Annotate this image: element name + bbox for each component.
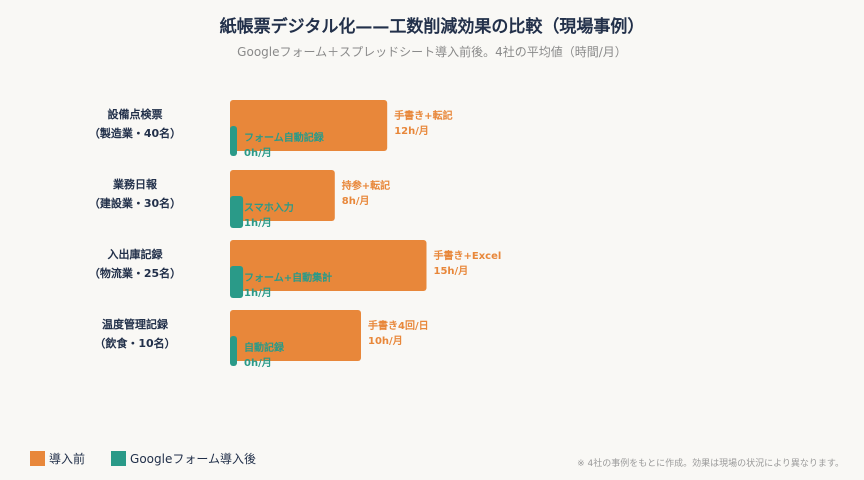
- bar-after-value-label: 1h/月: [244, 217, 272, 229]
- bar-after-method-label: スマホ入力: [244, 201, 294, 214]
- bar-before-method-label: 持参+転記: [342, 179, 390, 192]
- bar-before-method-label: 手書き+転記: [394, 109, 452, 122]
- legend-swatch-before: [30, 451, 45, 466]
- footnote: ※ 4社の事例をもとに作成。効果は現場の状況により異なります。: [577, 459, 844, 469]
- bar-before-method-label: 手書き+Excel: [434, 249, 502, 262]
- category-name: 業務日報: [113, 178, 157, 191]
- bar-after: [230, 126, 237, 156]
- bar-after-method-label: フォーム+自動集計: [244, 271, 332, 284]
- bar-before: [230, 240, 427, 291]
- legend-item-after: Googleフォーム導入後: [111, 450, 256, 467]
- bar-before-value-label: 15h/月: [434, 265, 469, 277]
- bar-after-value-label: 1h/月: [244, 287, 272, 299]
- category-sub: （物流業・25名）: [88, 267, 182, 280]
- category-label: 入出庫記録 （物流業・25名）: [55, 245, 215, 283]
- category-name: 設備点検票: [107, 108, 163, 121]
- category-sub: （飲食・10名）: [94, 337, 176, 350]
- legend-swatch-after: [111, 451, 127, 466]
- bar-after-value-label: 0h/月: [244, 357, 272, 369]
- bar-after-method-label: フォーム自動記録: [244, 131, 325, 144]
- legend-item-before: 導入前: [30, 450, 85, 467]
- legend-label-after: Googleフォーム導入後: [130, 452, 256, 466]
- category-label: 温度管理記録 （飲食・10名）: [55, 315, 215, 353]
- category-label: 業務日報 （建設業・30名）: [55, 175, 215, 213]
- bar-before-value-label: 12h/月: [394, 125, 429, 137]
- bar-before-method-label: 手書き4回/日: [368, 319, 429, 332]
- bar-before: [230, 170, 335, 221]
- bar-after-method-label: 自動記録: [244, 341, 285, 354]
- bar-before-value-label: 8h/月: [342, 195, 370, 207]
- category-label: 設備点検票 （製造業・40名）: [55, 105, 215, 143]
- category-name: 温度管理記録: [102, 318, 168, 331]
- legend-label-before: 導入前: [49, 452, 86, 466]
- bar-before: [230, 310, 361, 361]
- bar-before: [230, 100, 388, 151]
- bar-after: [230, 196, 244, 228]
- bar-after: [230, 336, 237, 366]
- bar-after-value-label: 0h/月: [244, 147, 272, 159]
- bar-before-value-label: 10h/月: [368, 335, 403, 347]
- bar-chart: 手書き+転記12h/月フォーム自動記録0h/月持参+転記8h/月スマホ入力1h/…: [230, 100, 502, 369]
- category-name: 入出庫記録: [107, 248, 163, 261]
- chart-title: 紙帳票デジタル化——工数削減効果の比較（現場事例）: [219, 17, 645, 37]
- legend: 導入前 Googleフォーム導入後: [30, 450, 282, 467]
- category-sub: （建設業・30名）: [88, 197, 182, 210]
- bar-after: [230, 266, 244, 298]
- chart-subtitle: Googleフォーム＋スプレッドシート導入前後。4社の平均値（時間/月）: [237, 45, 627, 59]
- category-sub: （製造業・40名）: [88, 127, 182, 140]
